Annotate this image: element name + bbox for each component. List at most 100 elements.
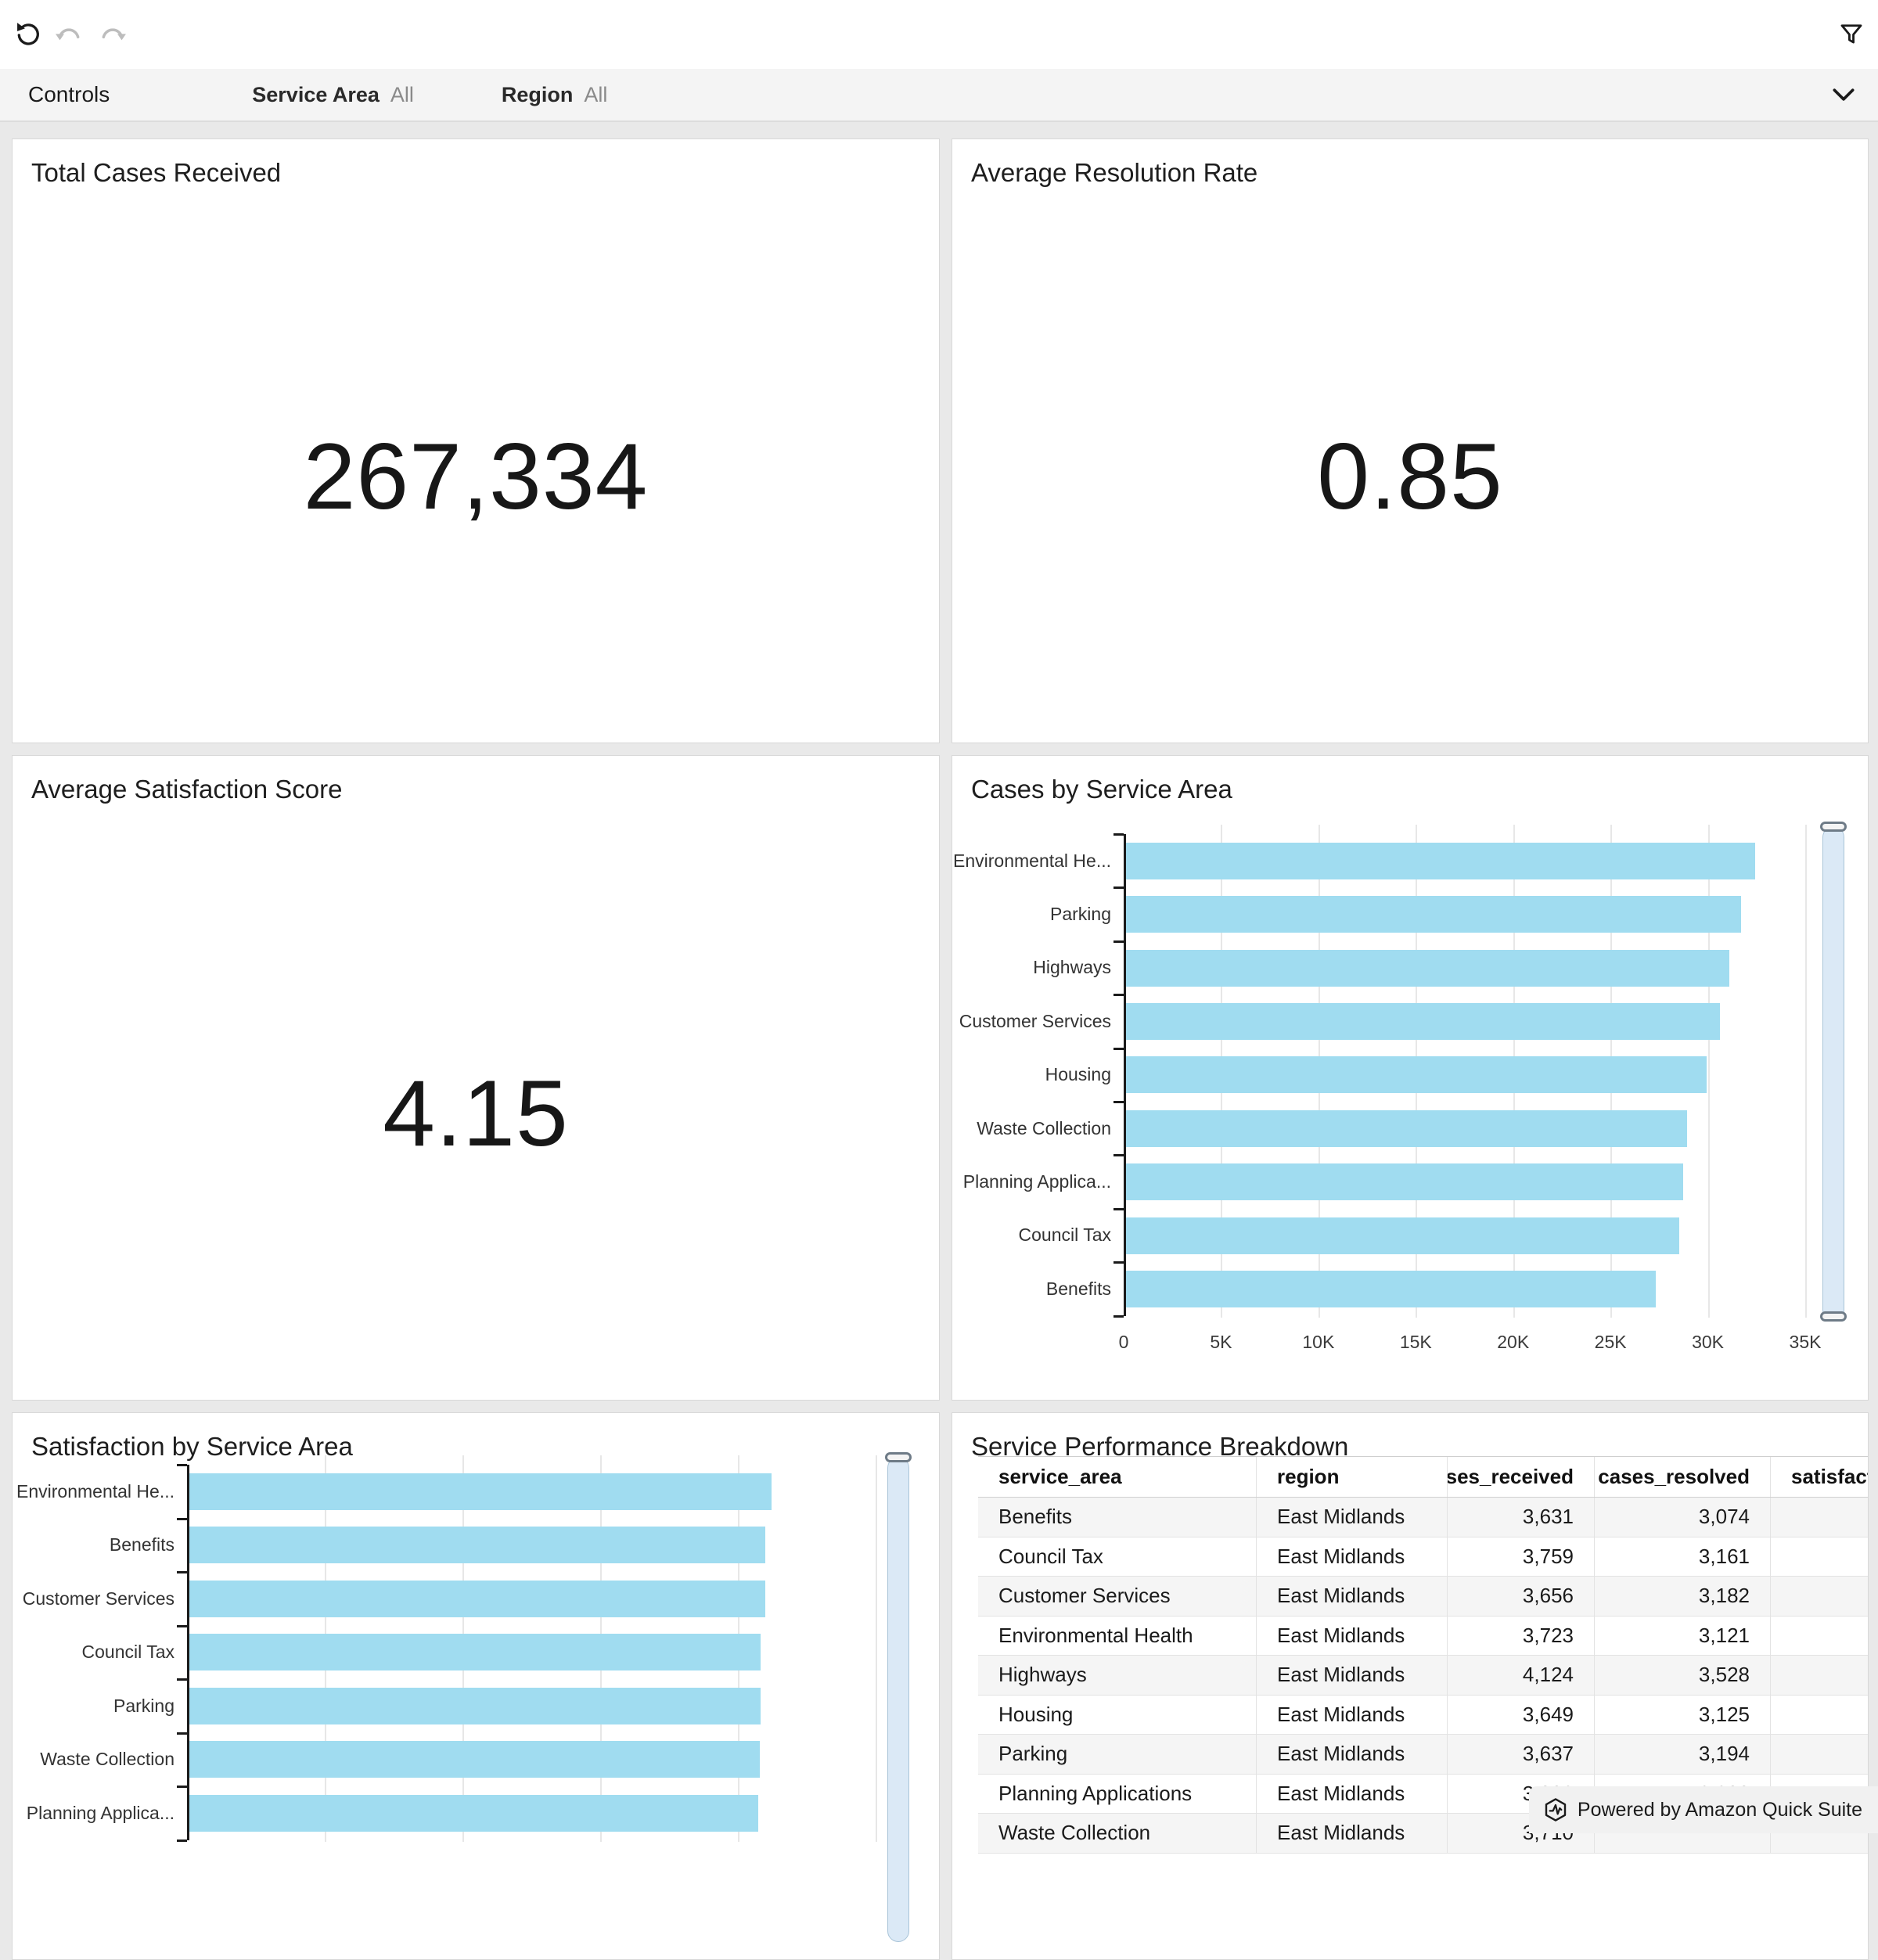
- table-cell: [1771, 1498, 1868, 1537]
- table-cell: [1771, 1696, 1868, 1735]
- table-cell: Planning Applications: [978, 1774, 1257, 1813]
- table-cell: 3,161: [1595, 1537, 1771, 1576]
- bar[interactable]: [1126, 1002, 1720, 1040]
- category-label: Benefits: [109, 1534, 174, 1555]
- bar[interactable]: [189, 1741, 760, 1778]
- bar[interactable]: [1126, 1109, 1687, 1147]
- region-filter[interactable]: Region All: [502, 83, 608, 107]
- controls-bar: Controls Service Area All Region All: [0, 69, 1878, 122]
- table-header-cell: cases_resolved: [1595, 1457, 1771, 1497]
- table-header-cell: cases_received: [1448, 1457, 1595, 1497]
- redo-button[interactable]: [95, 17, 130, 52]
- table-row: Benefits East Midlands 3,631 3,074: [978, 1498, 1868, 1537]
- table-cell: East Midlands: [1257, 1616, 1448, 1655]
- y-axis-line: [1124, 834, 1126, 1316]
- table-cell: Benefits: [978, 1498, 1257, 1537]
- table-cell: 3,121: [1595, 1616, 1771, 1655]
- powered-by-badge: Powered by Amazon Quick Suite: [1528, 1786, 1878, 1833]
- table-row: Parking East Midlands 3,637 3,194: [978, 1735, 1868, 1775]
- bar[interactable]: [1126, 896, 1742, 933]
- bar[interactable]: [1126, 1217, 1679, 1254]
- category-label: Parking: [113, 1695, 174, 1716]
- table-cell: 3,759: [1448, 1537, 1595, 1576]
- chart-scrollbar-track[interactable]: [887, 1457, 909, 1942]
- top-toolbar: [0, 0, 1878, 69]
- y-axis-tick: [1113, 940, 1124, 943]
- category-label: Housing: [1045, 1064, 1111, 1085]
- y-axis-tick: [1113, 886, 1124, 890]
- chart-scrollbar-handle[interactable]: [1820, 1311, 1847, 1322]
- table-cell: [1771, 1617, 1868, 1656]
- kpi-title: Average Resolution Rate: [971, 158, 1258, 187]
- kpi-card-satisfaction-score: Average Satisfaction Score 4.15: [12, 755, 940, 1401]
- x-axis-tick-label: 35K: [1789, 1332, 1822, 1352]
- y-axis-tick: [1113, 833, 1124, 836]
- table-cell: [1771, 1577, 1868, 1616]
- gridline: [876, 1455, 877, 1842]
- controls-title: Controls: [28, 82, 110, 106]
- category-label: Highways: [1033, 957, 1111, 978]
- kpi-value: 4.15: [383, 1060, 569, 1166]
- gridline: [1805, 825, 1807, 1318]
- kpi-value: 0.85: [1317, 423, 1503, 529]
- table-cell: 3,528: [1595, 1656, 1771, 1695]
- undo-icon: [53, 19, 85, 50]
- bar[interactable]: [189, 1687, 761, 1724]
- table-title: Service Performance Breakdown: [971, 1432, 1349, 1461]
- y-axis-tick: [1113, 1314, 1124, 1318]
- region-filter-value: All: [584, 82, 608, 106]
- bar[interactable]: [189, 1634, 761, 1671]
- kpi-value: 267,334: [303, 423, 649, 529]
- category-label: Council Tax: [1018, 1225, 1111, 1246]
- table-cell: East Midlands: [1257, 1735, 1448, 1774]
- category-label: Waste Collection: [977, 1117, 1111, 1138]
- undo-button[interactable]: [52, 17, 86, 52]
- bar[interactable]: [189, 1580, 765, 1617]
- service-area-filter-label: Service Area: [252, 82, 380, 106]
- table-cell: 4,124: [1448, 1656, 1595, 1695]
- filter-button[interactable]: [1834, 17, 1869, 52]
- quick-suite-logo-icon: [1543, 1797, 1568, 1822]
- bar[interactable]: [1126, 1270, 1656, 1307]
- service-area-filter[interactable]: Service Area All: [252, 83, 414, 107]
- category-label: Planning Applica...: [26, 1802, 174, 1823]
- table-cell: 3,182: [1595, 1577, 1771, 1616]
- bar[interactable]: [189, 1527, 765, 1564]
- bar[interactable]: [189, 1473, 772, 1510]
- x-axis-tick-label: 5K: [1210, 1332, 1232, 1352]
- bar[interactable]: [1126, 949, 1730, 987]
- collapse-controls-button[interactable]: [1826, 77, 1861, 112]
- table-row: Highways East Midlands 4,124 3,528: [978, 1656, 1868, 1696]
- table-cell: East Midlands: [1257, 1577, 1448, 1616]
- chart-scrollbar-handle[interactable]: [1820, 822, 1847, 832]
- gridline: [1707, 825, 1710, 1318]
- kpi-title: Average Satisfaction Score: [31, 775, 343, 804]
- table-cell: 3,723: [1448, 1616, 1595, 1655]
- satisfaction-chart-plot: Environmental He... Benefits Customer Serv…: [13, 1413, 939, 1959]
- chart-scrollbar-track[interactable]: [1822, 826, 1844, 1321]
- table-cell: [1771, 1735, 1868, 1774]
- table-header-cell: region: [1257, 1457, 1448, 1497]
- bar[interactable]: [189, 1794, 758, 1832]
- table-cell: Parking: [978, 1735, 1257, 1774]
- category-label: Environmental He...: [953, 850, 1111, 871]
- kpi-title: Total Cases Received: [31, 158, 282, 187]
- chart-scrollbar-handle[interactable]: [885, 1452, 912, 1462]
- bar[interactable]: [1126, 1163, 1683, 1201]
- y-axis-tick: [1113, 1154, 1124, 1157]
- x-axis-tick-label: 0: [1118, 1332, 1129, 1352]
- table-cell: 3,637: [1448, 1735, 1595, 1774]
- table-cell: East Midlands: [1257, 1537, 1448, 1576]
- y-axis-tick: [1113, 1047, 1124, 1050]
- category-label: Environmental He...: [16, 1480, 174, 1501]
- bar[interactable]: [1126, 1056, 1707, 1094]
- table-cell: 3,074: [1595, 1498, 1771, 1537]
- y-axis-tick: [1113, 1261, 1124, 1264]
- bar[interactable]: [1126, 842, 1755, 879]
- table-row: Customer Services East Midlands 3,656 3,182: [978, 1577, 1868, 1617]
- table-cell: East Midlands: [1257, 1814, 1448, 1853]
- reset-button[interactable]: [11, 17, 45, 52]
- category-label: Planning Applica...: [962, 1171, 1111, 1192]
- kpi-card-resolution-rate: Average Resolution Rate 0.85: [952, 138, 1869, 743]
- table-header-cell: service_area: [978, 1457, 1257, 1497]
